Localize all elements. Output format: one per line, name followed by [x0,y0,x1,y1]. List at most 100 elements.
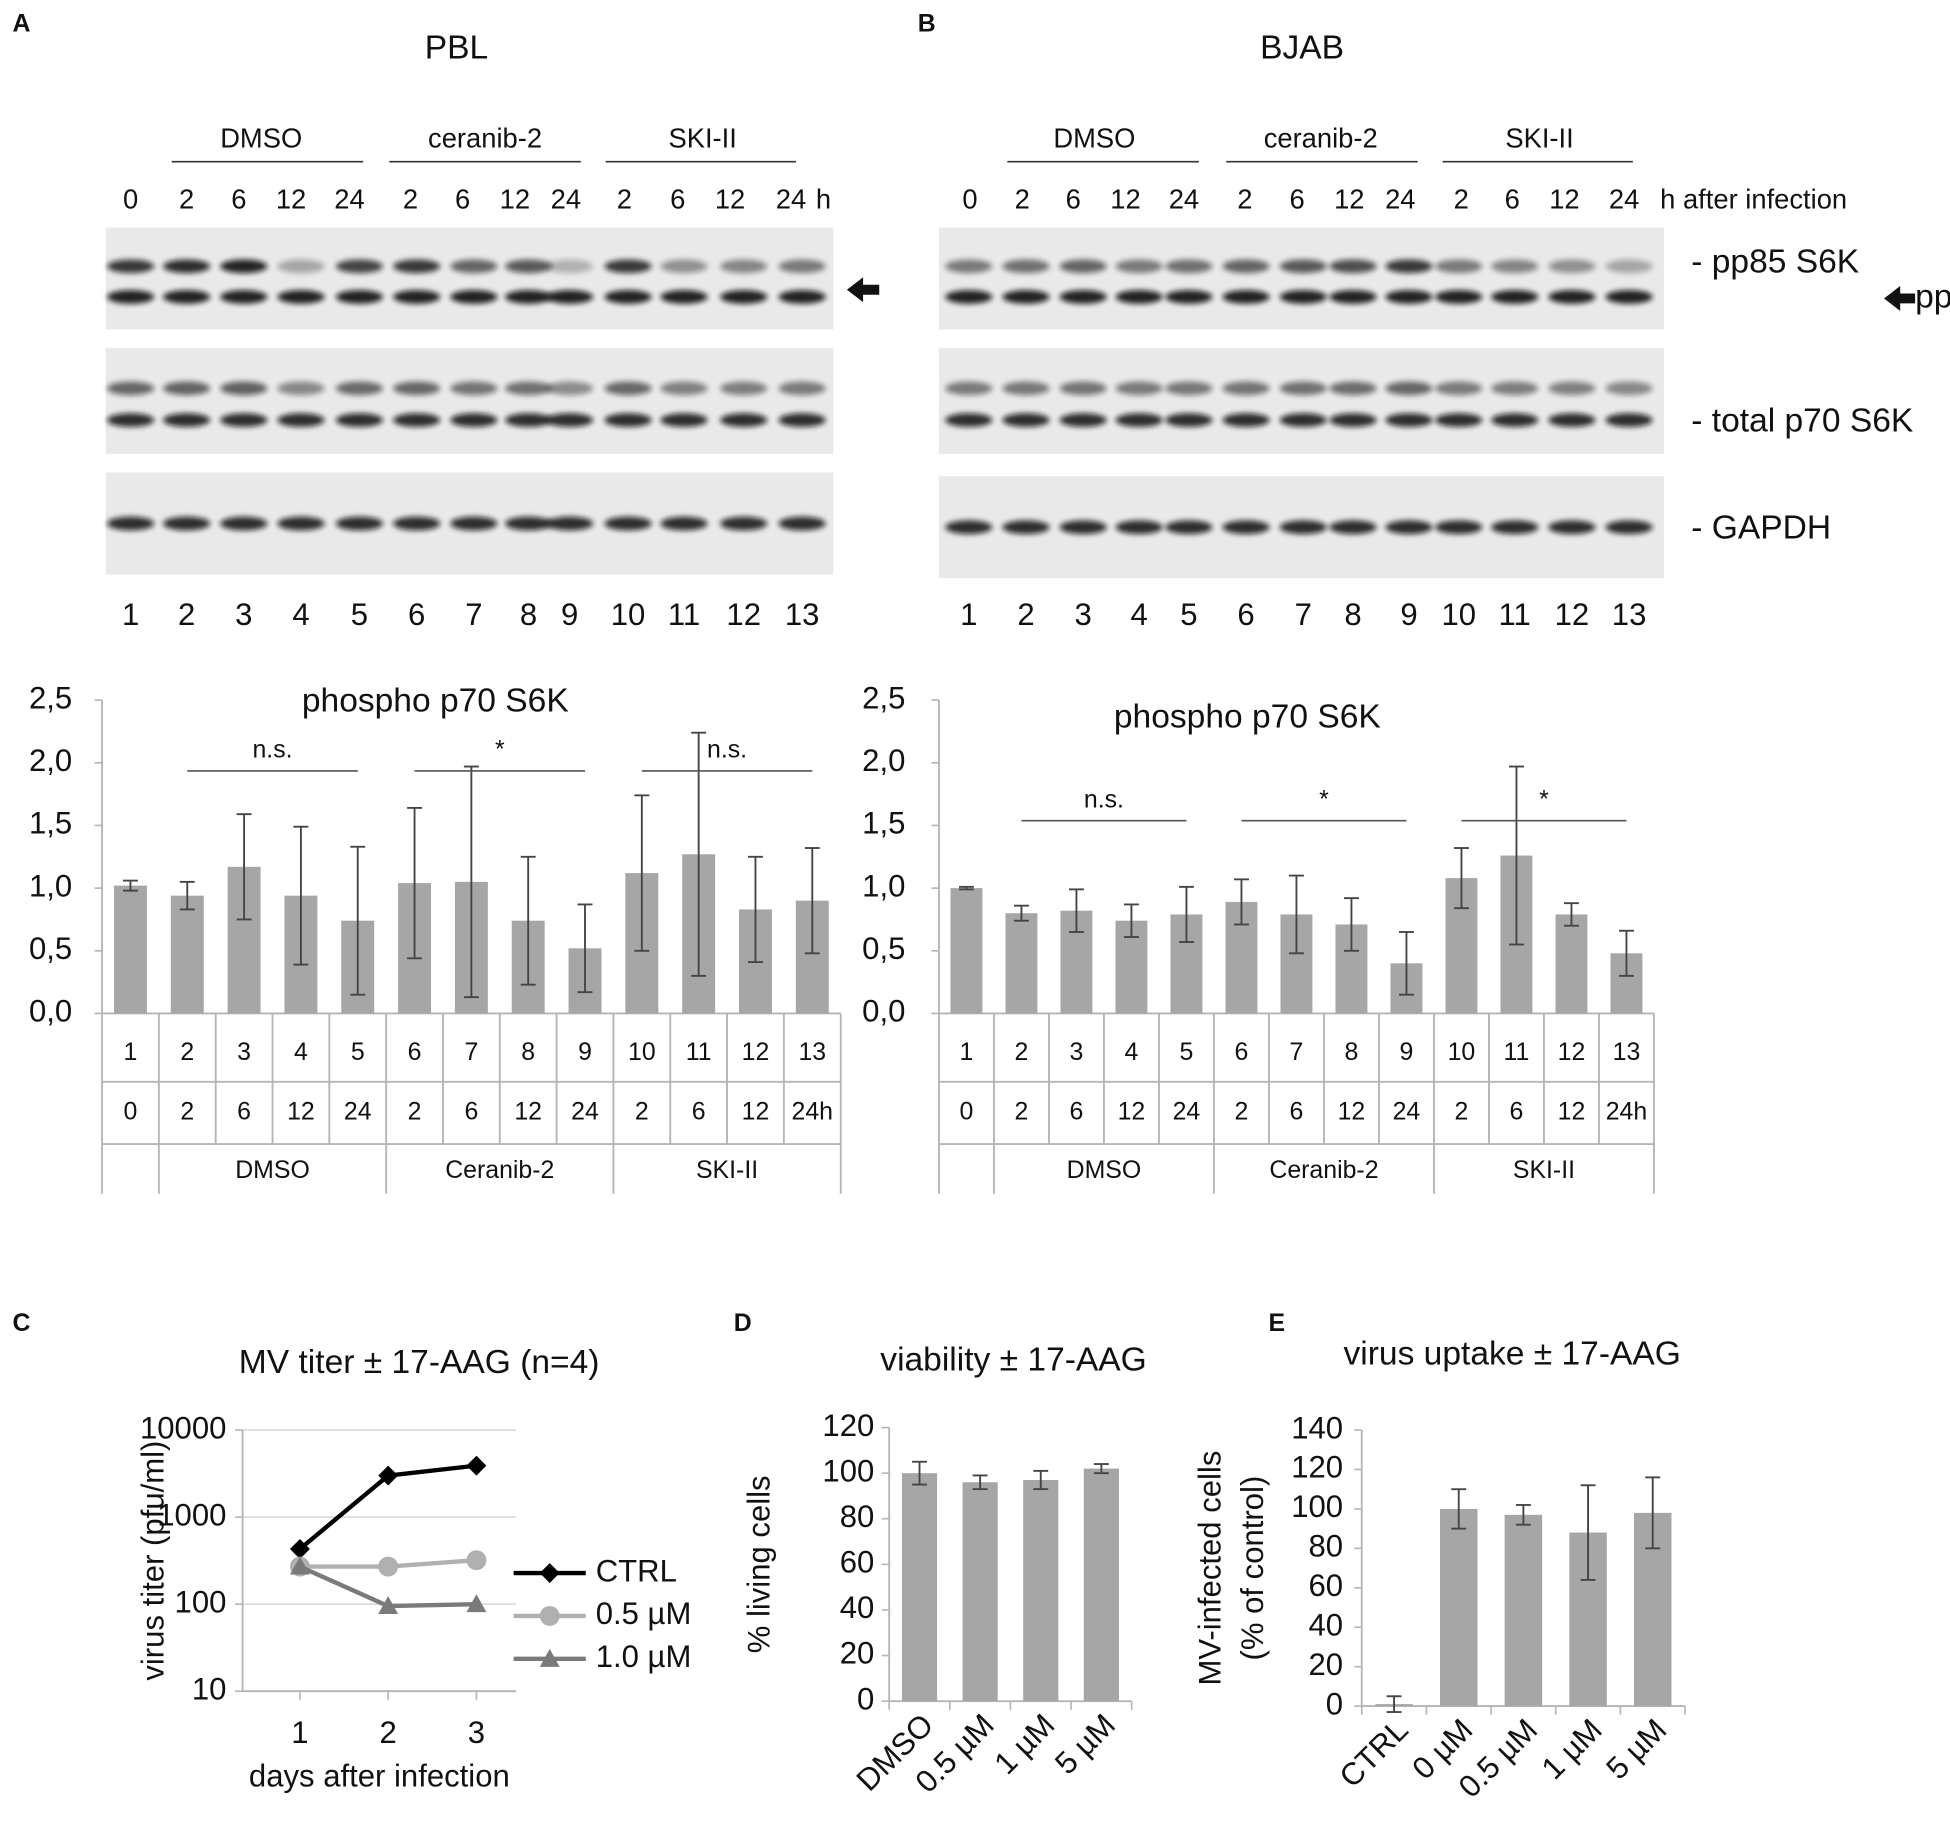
error-bar [958,885,974,891]
blot-band [107,516,155,531]
data-point [466,1550,487,1571]
lane-number: 3 [235,597,252,632]
blot-band [1605,259,1653,274]
y-tick-label: 120 [1291,1450,1343,1485]
lane-number: 1 [960,597,977,632]
x-tick-label: 5 µM [1048,1707,1122,1781]
error-bar [972,1474,988,1491]
blot-band [1002,413,1050,427]
error-bar [748,855,763,964]
legend-marker [539,1563,560,1584]
error-bar [407,806,423,960]
blot-band [1548,520,1596,535]
blot-band [450,413,498,427]
lane-number: 12 [726,597,761,632]
blot-band [1165,290,1213,304]
error-bar [1580,1484,1596,1581]
blot-band [604,516,652,531]
lane-number: 11 [1499,597,1531,632]
blot-band [393,516,441,531]
time-label: 24 [1393,1098,1421,1126]
x-tick-label: 1 [124,1038,138,1066]
time-label: 2 [1235,1098,1249,1126]
lane-number: 10 [611,597,646,632]
blot-band [945,259,993,274]
time-label: 2 [1455,1098,1469,1126]
x-tick-label: 8 [1345,1038,1359,1066]
data-point [466,1455,487,1476]
blot-band [1115,413,1163,427]
blot-band [107,259,155,274]
blot-band [1491,259,1539,274]
blot-band [1329,413,1377,427]
blot-band [220,516,268,531]
blot-band [1435,381,1483,396]
x-tick-label: 13 [798,1038,826,1066]
x-tick-label: 3 [1070,1038,1084,1066]
blot-band [335,381,384,396]
blot-band [1059,413,1107,427]
lane-number: 10 [1441,597,1476,632]
blot-band [660,381,708,396]
blot-band [1279,413,1327,427]
error-bar [1033,1469,1049,1491]
x-tick-label: 5 [351,1038,365,1066]
blot-band [107,413,155,427]
blot-band [1002,259,1050,274]
lane-number: 11 [668,597,700,632]
x-tick-label: 11 [686,1038,712,1066]
treatment-label: DMSO [1053,123,1135,154]
legend-marker [539,1648,560,1667]
time-label: 12 [715,184,745,215]
blot-band [107,381,155,396]
time-label: 2 [617,184,632,215]
blot-band [604,413,652,427]
chart-title: virus uptake ± 17-AAG [1343,1335,1680,1372]
blot-band [1002,520,1050,535]
blot-band [277,413,325,427]
data-point [378,1556,399,1577]
treatment-label: SKI-II [668,123,736,154]
blot-band [162,290,211,304]
y-tick-label: 40 [1309,1607,1344,1642]
legend-label: CTRL [596,1553,677,1588]
blot-panel [105,348,834,454]
error-bar [1451,1488,1467,1530]
blot-band [1165,413,1213,427]
blot-band [1115,259,1163,274]
blot-band [545,516,594,531]
blot-band [1059,290,1107,304]
time-label: 24 [334,184,364,215]
blot-band [1491,381,1539,396]
error-bar [1068,888,1084,933]
blot-band [1385,381,1433,396]
y-tick-label: 20 [840,1636,875,1671]
lane-number: 8 [520,597,537,632]
time-label: 12 [287,1098,315,1126]
chart-title: viability ± 17-AAG [880,1342,1147,1379]
panel-letter: A [13,9,31,37]
blot-band [660,516,708,531]
error-bar [1563,902,1579,927]
blot-band [1329,520,1377,535]
x-tick-label: 3 [468,1715,485,1750]
x-tick-label: 9 [578,1038,592,1066]
y-axis-label: MV-infected cells [1193,1451,1228,1686]
blot-band [1605,381,1653,396]
error-bar [1515,1504,1531,1526]
time-label: 6 [1505,184,1520,215]
time-unit: h [816,184,831,215]
blot-band [1329,381,1377,396]
error-bar [1343,897,1359,952]
treatment-label: ceranib-2 [428,123,542,154]
time-label: 24h [1606,1098,1647,1126]
bar [950,888,983,1014]
x-tick-label: 1 [960,1038,974,1066]
blot-band [450,381,498,396]
blot-band [545,290,594,304]
bar [1555,914,1588,1014]
lane-number: 6 [1237,597,1254,632]
y-axis-label: % living cells [741,1475,776,1653]
error-bar [1645,1476,1661,1550]
